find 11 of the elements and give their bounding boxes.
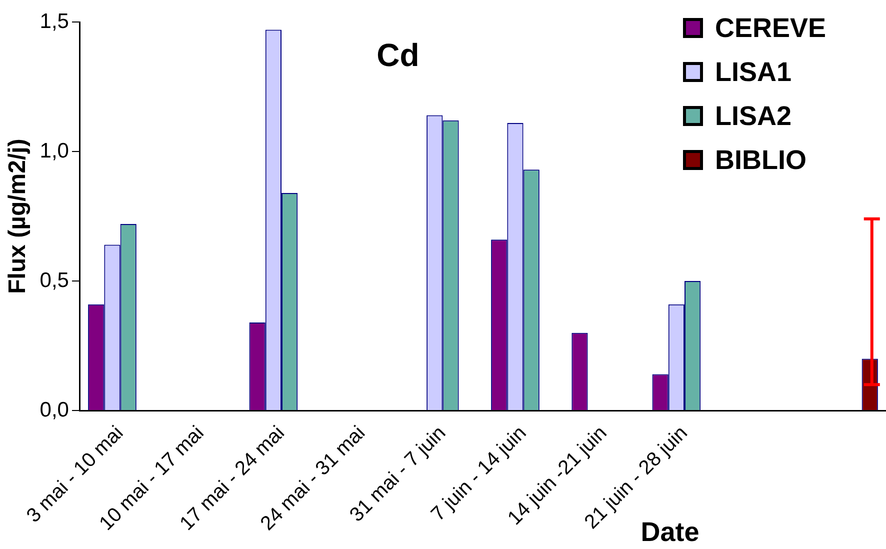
y-tick-label: 1,0 <box>40 139 69 162</box>
y-tick-label: 0,0 <box>40 398 69 422</box>
text: Cd <box>376 37 420 73</box>
y-axis-title: Flux (µg/m2/j) <box>4 138 32 294</box>
legend-label: CEREVE <box>714 12 826 45</box>
legend-label: BIBLIO <box>714 144 806 177</box>
y-tick-label: 1,5 <box>40 10 69 33</box>
legend-label: LISA2 <box>714 100 792 133</box>
y-tick-label: 0,5 <box>40 268 69 292</box>
legend-label: LISA1 <box>714 56 792 89</box>
x-axis-title: Date <box>640 517 700 547</box>
